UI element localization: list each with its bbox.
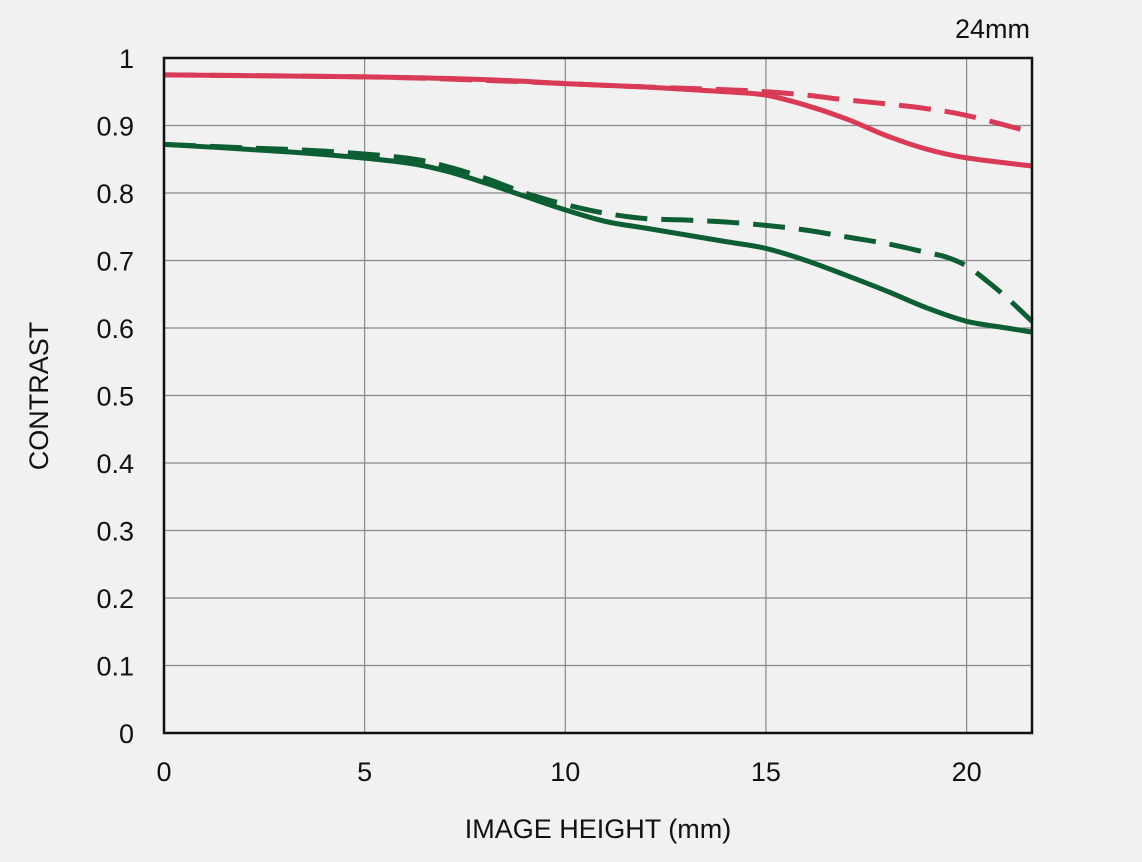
x-tick-label: 5 (357, 757, 372, 787)
y-tick-label: 0.6 (96, 314, 134, 344)
y-tick-label: 0.1 (96, 652, 134, 682)
y-tick-label: 0.7 (96, 247, 134, 277)
y-tick-label: 0.9 (96, 112, 134, 142)
y-tick-label: 0.3 (96, 517, 134, 547)
x-tick-label: 0 (156, 757, 171, 787)
series-line-2 (163, 141, 1033, 335)
y-tick-label: 0.8 (96, 179, 134, 209)
y-tick-label: 0.5 (96, 382, 134, 412)
plot-frame (162, 56, 1034, 735)
grid-lines (164, 58, 1032, 733)
y-tick-label: 0.4 (96, 449, 134, 479)
y-axis-label: CONTRAST (24, 322, 54, 471)
x-tick-label: 20 (952, 757, 982, 787)
x-axis-label: IMAGE HEIGHT (mm) (465, 814, 732, 844)
x-tick-label: 10 (550, 757, 580, 787)
y-tick-label: 1 (119, 44, 134, 74)
corner-label: 24mm (955, 14, 1030, 44)
y-tick-label: 0.2 (96, 584, 134, 614)
x-tick-label: 15 (751, 757, 781, 787)
series-lines (163, 72, 1034, 335)
series-line-1 (163, 72, 1033, 135)
y-tick-label: 0 (119, 719, 134, 749)
series-line-3 (163, 141, 1034, 324)
tick-labels: 0 5 10 15 20 0 0.1 0.2 0.3 0.4 0.5 0.6 0.7 0.8 0.9 1 (96, 44, 981, 787)
